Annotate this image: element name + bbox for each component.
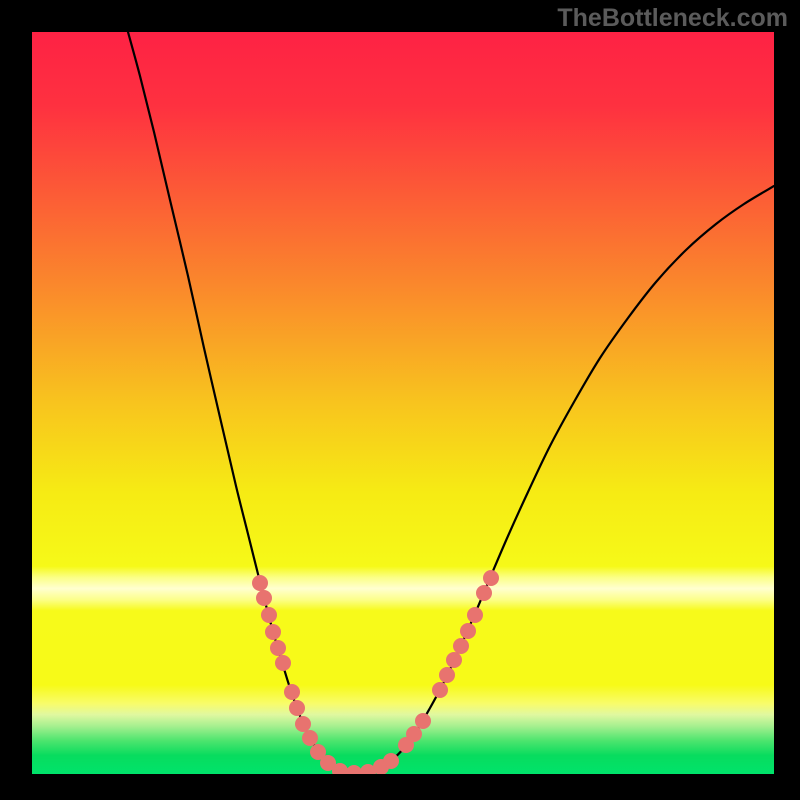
curve-marker	[446, 652, 462, 668]
curve-marker	[265, 624, 281, 640]
curve-marker	[261, 607, 277, 623]
curve-marker	[406, 726, 422, 742]
curve-marker	[289, 700, 305, 716]
curve-marker	[252, 575, 268, 591]
curve-marker	[346, 765, 362, 774]
curve-marker	[432, 682, 448, 698]
curve-marker	[256, 590, 272, 606]
curve-markers	[32, 32, 774, 774]
curve-marker	[284, 684, 300, 700]
curve-marker	[275, 655, 291, 671]
curve-marker	[295, 716, 311, 732]
curve-marker	[476, 585, 492, 601]
chart-plot-area	[32, 32, 774, 774]
curve-marker	[415, 713, 431, 729]
curve-marker	[383, 753, 399, 769]
watermark-text: TheBottleneck.com	[557, 4, 788, 33]
curve-marker	[460, 623, 476, 639]
curve-marker	[439, 667, 455, 683]
curve-marker	[302, 730, 318, 746]
curve-marker	[467, 607, 483, 623]
curve-marker	[270, 640, 286, 656]
curve-marker	[483, 570, 499, 586]
curve-marker	[453, 638, 469, 654]
